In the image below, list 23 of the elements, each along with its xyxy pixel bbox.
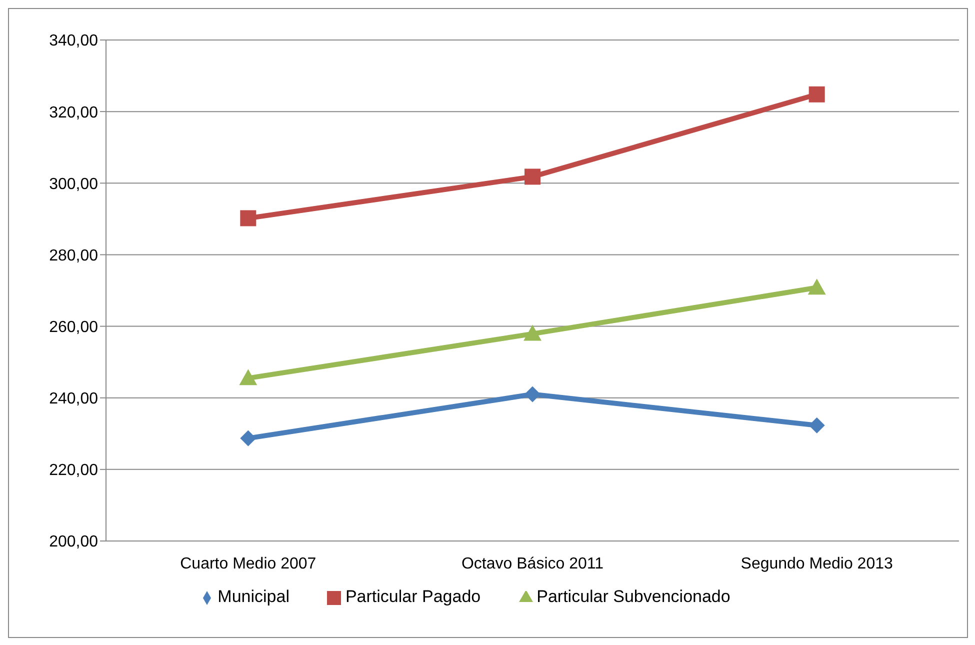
y-tick-label: 200,00 xyxy=(49,534,98,551)
point xyxy=(808,86,825,102)
y-tick-label: 320,00 xyxy=(49,104,98,122)
point xyxy=(808,278,826,295)
y-tick-label: 280,00 xyxy=(49,247,98,264)
x-tick-label: Segundo Medio 2013 xyxy=(740,555,893,572)
legend-label: Particular Pagado xyxy=(345,587,481,606)
point xyxy=(239,369,258,386)
point xyxy=(240,210,256,226)
y-tick-label: 240,00 xyxy=(49,390,98,408)
y-tick-label: 220,00 xyxy=(49,462,98,480)
point xyxy=(524,386,540,402)
point xyxy=(240,430,256,446)
point xyxy=(524,168,540,185)
point xyxy=(808,417,825,434)
y-tick-label: 340,00 xyxy=(49,32,98,50)
y-tick-label: 300,00 xyxy=(49,176,98,193)
point xyxy=(524,324,542,341)
legend-label: Municipal xyxy=(218,587,290,606)
x-tick-label: Octavo Básico 2011 xyxy=(461,555,604,572)
x-tick-label: Cuarto Medio 2007 xyxy=(180,555,316,572)
legend-label: Particular Subvencionado xyxy=(536,587,730,606)
y-tick-label: 260,00 xyxy=(49,318,98,336)
